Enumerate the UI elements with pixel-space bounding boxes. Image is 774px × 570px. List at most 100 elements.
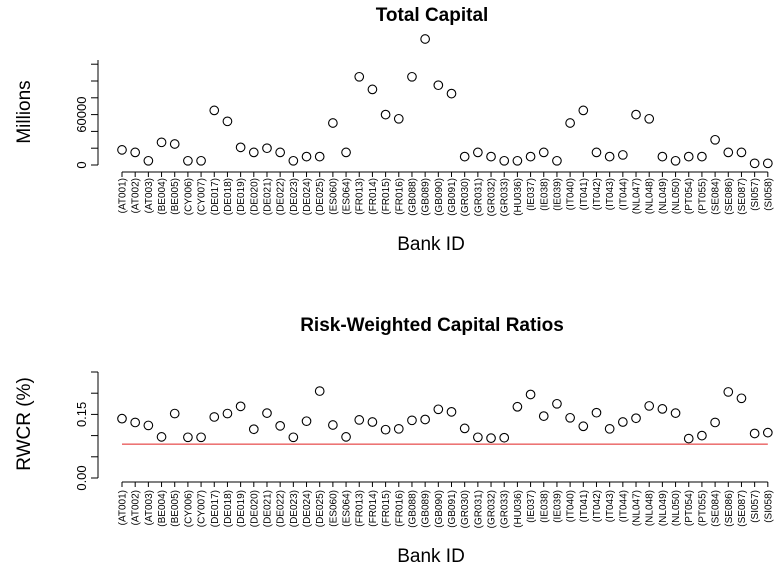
data-point <box>710 417 720 428</box>
x-tick-label: (SI057) <box>750 178 761 211</box>
x-tick-label: (AT001) <box>118 490 129 525</box>
x-tick-label: (PT055) <box>697 490 708 526</box>
x-tick-label: (ES060) <box>328 490 339 527</box>
x-tick-label: (GR032) <box>487 490 498 528</box>
data-point <box>314 386 325 396</box>
data-point <box>196 155 206 166</box>
x-tick-label: (SE087) <box>737 178 748 215</box>
data-point <box>156 432 167 442</box>
data-point <box>473 432 483 443</box>
data-point <box>538 411 549 421</box>
data-point <box>736 393 747 404</box>
x-tick-label: (IE037) <box>526 490 537 523</box>
data-point <box>565 118 575 128</box>
data-point <box>631 413 641 424</box>
x-tick-label: (FR015) <box>381 490 392 527</box>
data-point <box>341 432 351 442</box>
data-point <box>578 105 589 116</box>
data-point <box>235 142 246 153</box>
x-tick-label: (DE020) <box>249 178 260 215</box>
data-point <box>130 417 141 428</box>
x-tick-label: (IT042) <box>592 490 603 522</box>
x-tick-label: (AT003) <box>144 490 155 525</box>
x-tick-label: (FR013) <box>355 490 366 527</box>
data-point <box>314 151 325 162</box>
x-tick-label: (FR015) <box>381 178 392 215</box>
data-point <box>749 428 760 439</box>
x-tick-label: (FR014) <box>368 178 379 215</box>
data-point <box>433 404 444 415</box>
x-tick-label: (AT002) <box>131 178 142 213</box>
data-point <box>117 413 127 424</box>
x-tick-label: (SE084) <box>711 490 722 527</box>
data-point <box>301 151 312 162</box>
x-tick-label: (IE037) <box>526 178 537 211</box>
data-point <box>446 88 457 99</box>
data-point <box>288 432 299 443</box>
x-tick-label: (ES060) <box>328 178 339 215</box>
x-tick-label: (IT042) <box>592 178 603 210</box>
data-point <box>380 109 391 120</box>
data-point <box>235 401 246 412</box>
data-point <box>525 389 536 400</box>
x-tick-label: (DE024) <box>302 178 313 215</box>
x-tick-label: (DE021) <box>262 490 273 527</box>
x-tick-label: (IT040) <box>566 490 577 522</box>
y-axis-label: RWCR (%) <box>14 377 35 471</box>
data-point <box>209 412 220 422</box>
x-tick-label: (FR016) <box>394 490 405 527</box>
x-tick-label: (PT055) <box>697 178 708 214</box>
x-tick-label: (IE039) <box>552 178 563 211</box>
x-tick-label: (CY007) <box>197 490 208 527</box>
data-point <box>459 423 470 434</box>
x-tick-label: (DE019) <box>236 490 247 527</box>
data-point <box>262 143 272 154</box>
rwcr-chart: Risk-Weighted Capital Ratios Bank ID RWC… <box>14 315 774 567</box>
data-point <box>657 151 668 162</box>
data-point <box>644 113 655 124</box>
data-point <box>683 151 694 162</box>
x-tick-label: (BE005) <box>170 490 181 527</box>
total-capital-chart: Total Capital Bank ID Millions 0 60000 (AT… <box>14 5 774 255</box>
data-point <box>710 134 720 145</box>
data-point <box>446 407 457 417</box>
x-tick-label: (GR031) <box>473 178 484 216</box>
x-tick-label: (BE004) <box>157 178 168 215</box>
x-tick-label: (IT041) <box>579 178 590 210</box>
x-tick-label: (BE005) <box>170 178 181 215</box>
x-tick-label: (DE022) <box>276 490 287 527</box>
x-tick-label: (NL049) <box>658 490 669 526</box>
data-point <box>565 412 575 423</box>
x-tick-label: (IE038) <box>539 178 550 211</box>
data-point <box>552 398 562 409</box>
data-point <box>683 433 694 444</box>
data-point <box>393 423 404 434</box>
data-point <box>604 151 615 162</box>
data-point <box>341 147 351 158</box>
data-point <box>762 158 773 169</box>
y-tick-label: 0 <box>74 161 89 168</box>
x-tick-label: (HU036) <box>513 490 524 528</box>
x-tick-label: (IT043) <box>605 178 616 210</box>
data-point <box>473 147 483 158</box>
data-point <box>552 155 562 166</box>
x-tick-label: (ES064) <box>342 178 353 215</box>
data-point <box>143 420 154 431</box>
x-axis-label: Bank ID <box>397 234 465 255</box>
data-point <box>183 155 193 166</box>
data-point <box>354 415 365 425</box>
x-tick-label: (DE017) <box>210 178 221 215</box>
x-tick-label: (DE018) <box>223 178 234 215</box>
data-point <box>762 427 773 438</box>
data-point <box>275 420 286 431</box>
x-tick-label: (GB089) <box>421 490 432 528</box>
data-point <box>169 408 180 419</box>
y-tick-label: 0.15 <box>74 402 89 427</box>
x-tick-label: (DE023) <box>289 178 300 215</box>
data-point <box>617 417 628 427</box>
data-point <box>367 417 378 427</box>
x-tick-label: (IT040) <box>566 178 577 210</box>
x-tick-label: (BE004) <box>157 490 168 527</box>
data-point <box>222 408 233 419</box>
x-tick-label: (GB091) <box>447 490 458 528</box>
